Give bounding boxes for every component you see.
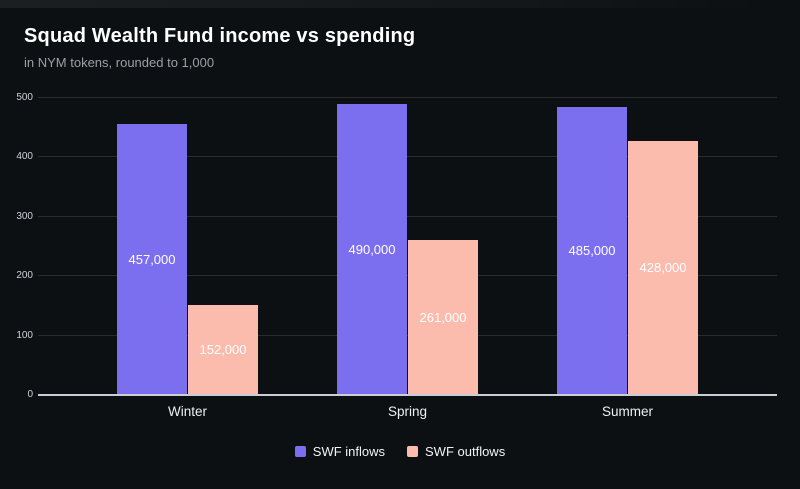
gridline — [38, 156, 777, 158]
gridline — [38, 215, 777, 217]
bar-value-label: 485,000 — [568, 243, 616, 259]
x-axis-label-summer: Summer — [601, 404, 653, 419]
gridline — [38, 97, 777, 98]
y-tick-label: 0 — [27, 389, 33, 400]
chart-subtitle: in NYM tokens, rounded to 1,000 — [24, 55, 215, 70]
legend: SWF inflows SWF outflows — [0, 444, 800, 459]
plot-area: 457,000 152,000 Winter 490,000 261,000 Spring… — [16, 92, 777, 419]
legend-label: SWF inflows — [312, 444, 386, 459]
bar-groups: 457,000 152,000 Winter 490,000 261,000 Spring… — [38, 98, 777, 419]
y-tick-label: 500 — [16, 92, 33, 103]
x-axis-baseline — [38, 394, 777, 396]
chart-title: Squad Wealth Fund income vs spending — [24, 25, 416, 47]
bar-swf-outflows-winter: 152,000 — [188, 304, 258, 395]
x-axis-label-spring: Spring — [387, 404, 428, 419]
y-tick-label: 400 — [16, 151, 33, 163]
x-axis-label-winter: Winter — [167, 404, 207, 419]
legend-swatch-icon — [407, 446, 419, 457]
bar-swf-inflows-spring: 490,000 — [337, 103, 407, 395]
y-tick-label: 100 — [16, 329, 33, 341]
legend-item-swf-inflows[interactable]: SWF inflows — [294, 444, 386, 459]
legend-item-swf-outflows[interactable]: SWF outflows — [407, 444, 505, 459]
bar-group-spring: 490,000 261,000 Spring — [337, 98, 478, 419]
bar-swf-inflows-summer: 485,000 — [557, 106, 627, 395]
bar-value-label: 490,000 — [348, 241, 396, 257]
window-top-edge — [0, 0, 800, 8]
bar-value-label: 428,000 — [639, 260, 687, 276]
legend-label: SWF outflows — [425, 444, 506, 459]
y-tick-label: 200 — [16, 270, 33, 282]
bar-swf-inflows-winter: 457,000 — [117, 123, 187, 395]
bar-group-winter: 457,000 152,000 Winter — [117, 98, 258, 419]
bar-value-label: 152,000 — [199, 342, 247, 358]
legend-swatch-icon — [294, 446, 306, 457]
bar-swf-outflows-summer: 428,000 — [628, 140, 698, 395]
bar-value-label: 261,000 — [419, 309, 467, 325]
bar-swf-outflows-spring: 261,000 — [408, 239, 478, 395]
y-tick-label: 300 — [16, 210, 33, 222]
gridline — [38, 334, 777, 336]
bar-value-label: 457,000 — [128, 251, 176, 267]
bar-group-summer: 485,000 428,000 Summer — [557, 98, 698, 419]
gridline — [38, 275, 777, 277]
